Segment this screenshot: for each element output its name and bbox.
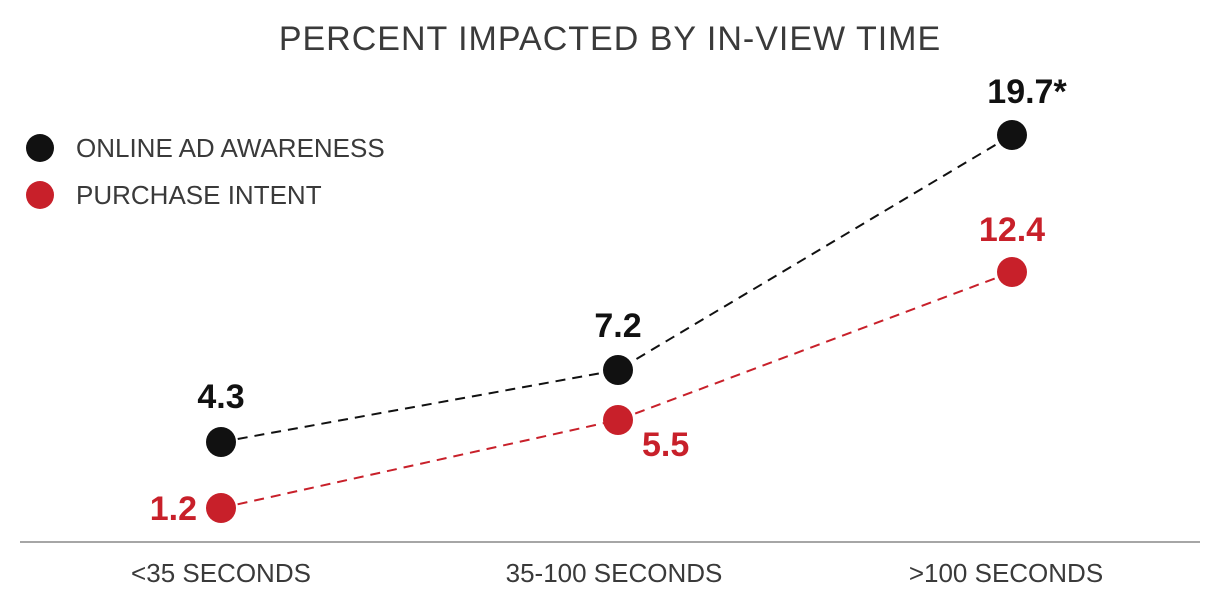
legend-marker-online-ad-awareness xyxy=(26,134,54,162)
data-label-purchase-intent: 12.4 xyxy=(979,211,1045,249)
data-point-purchase-intent xyxy=(997,257,1027,287)
chart-title: PERCENT IMPACTED BY IN-VIEW TIME xyxy=(279,20,941,58)
legend-marker-purchase-intent xyxy=(26,181,54,209)
legend-label-purchase-intent: PURCHASE INTENT xyxy=(76,180,322,210)
legend: ONLINE AD AWARENESS PURCHASE INTENT xyxy=(26,133,385,210)
data-point-purchase-intent xyxy=(603,405,633,435)
x-axis-ticks: <35 SECONDS 35-100 SECONDS >100 SECONDS xyxy=(131,558,1103,588)
series-line-purchase-intent xyxy=(220,271,1013,509)
data-point-online-ad-awareness xyxy=(206,427,236,457)
legend-label-online-ad-awareness: ONLINE AD AWARENESS xyxy=(76,133,385,163)
data-point-purchase-intent xyxy=(206,493,236,523)
data-label-purchase-intent: 5.5 xyxy=(642,426,689,464)
series-layer: 4.3 7.2 19.7* 1.2 5.5 12.4 xyxy=(150,73,1068,528)
x-tick-label: >100 SECONDS xyxy=(909,558,1103,588)
data-label-online-ad-awareness: 19.7* xyxy=(987,73,1067,111)
x-tick-label: 35-100 SECONDS xyxy=(506,558,723,588)
data-point-online-ad-awareness xyxy=(997,120,1027,150)
data-label-online-ad-awareness: 7.2 xyxy=(594,307,641,345)
x-tick-label: <35 SECONDS xyxy=(131,558,311,588)
data-label-online-ad-awareness: 4.3 xyxy=(197,378,244,416)
series-line-online-ad-awareness xyxy=(220,134,1013,443)
data-label-purchase-intent: 1.2 xyxy=(150,490,197,528)
data-point-online-ad-awareness xyxy=(603,355,633,385)
